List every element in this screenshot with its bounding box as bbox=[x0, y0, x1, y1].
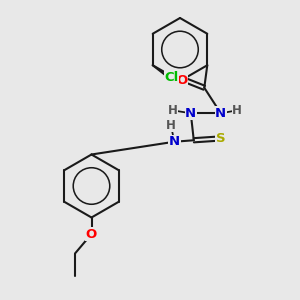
Text: H: H bbox=[232, 104, 242, 117]
Text: N: N bbox=[169, 135, 180, 148]
Text: N: N bbox=[185, 107, 196, 120]
Text: Cl: Cl bbox=[164, 71, 179, 84]
Text: S: S bbox=[216, 132, 226, 145]
Text: H: H bbox=[165, 119, 175, 132]
Text: O: O bbox=[176, 74, 188, 87]
Text: O: O bbox=[86, 227, 97, 241]
Text: H: H bbox=[168, 104, 178, 117]
Text: N: N bbox=[215, 107, 226, 120]
